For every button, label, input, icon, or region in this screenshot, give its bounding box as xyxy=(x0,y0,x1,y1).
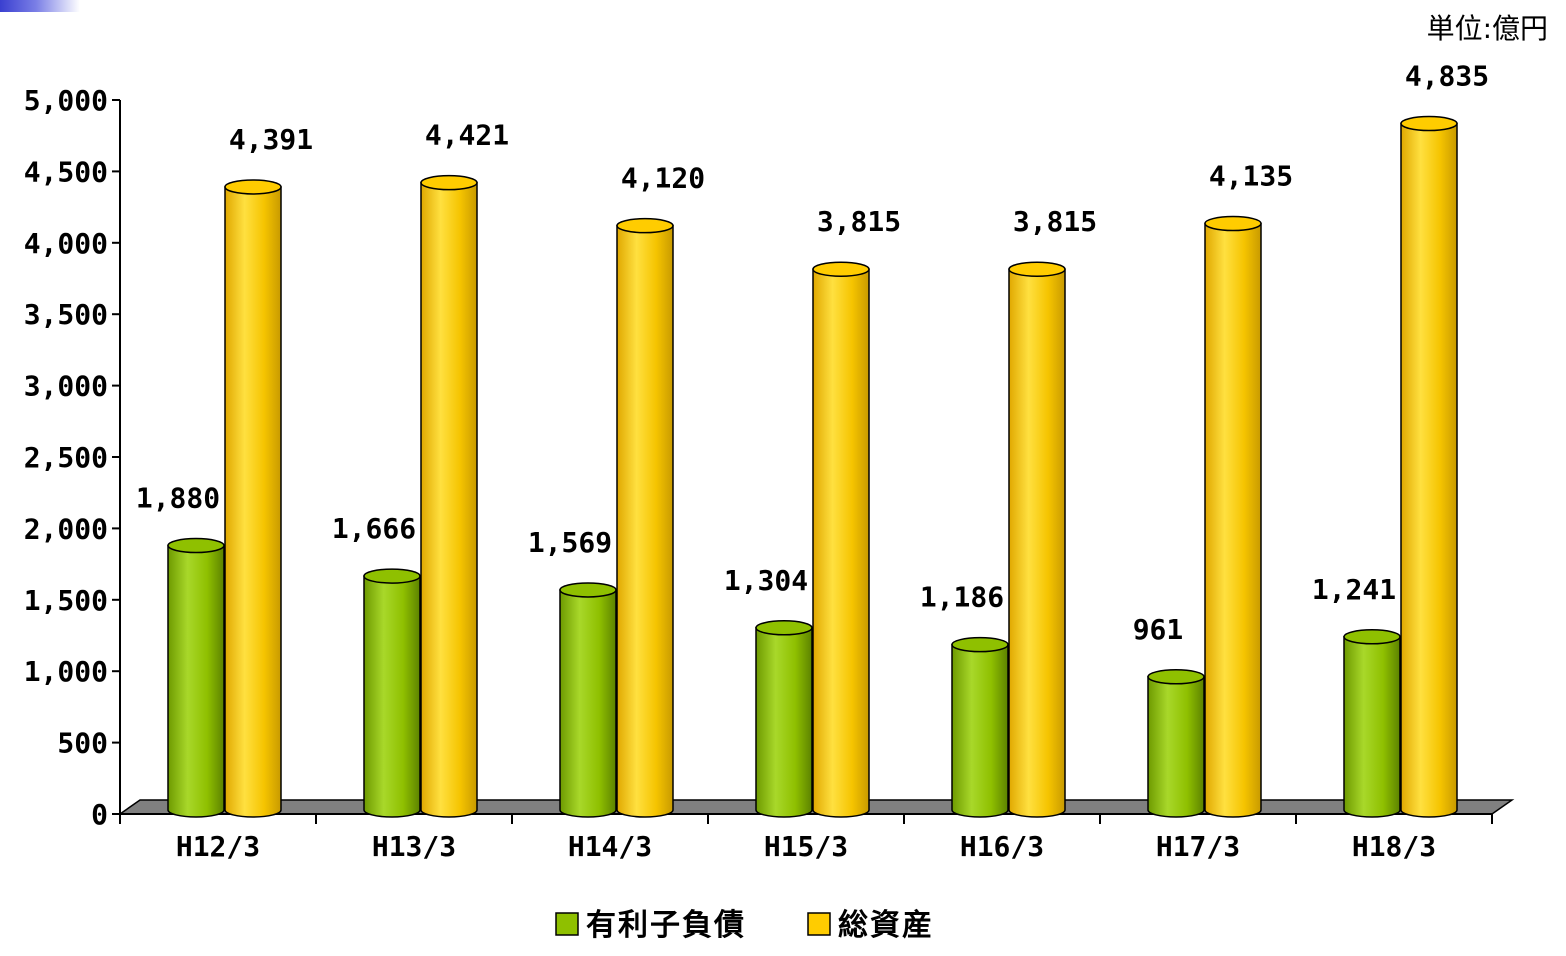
bar-assets xyxy=(616,217,674,818)
bar-debt xyxy=(951,636,1009,818)
data-label-assets: 4,120 xyxy=(621,162,705,195)
x-tick-label: H16/3 xyxy=(960,830,1044,863)
legend-swatch xyxy=(807,912,831,936)
y-tick-label: 3,000 xyxy=(24,370,108,403)
bar-debt-top xyxy=(167,537,225,554)
x-tick-label: H14/3 xyxy=(568,830,652,863)
bar-assets xyxy=(224,179,282,818)
bar-debt-body xyxy=(559,589,617,818)
data-label-assets: 4,835 xyxy=(1405,60,1489,93)
bar-debt-top xyxy=(951,636,1009,653)
x-tick-label: H18/3 xyxy=(1352,830,1436,863)
data-label-debt: 1,666 xyxy=(332,512,416,545)
legend-label: 有利子負債 xyxy=(586,908,746,943)
data-label-debt: 1,880 xyxy=(136,482,220,515)
y-tick-label: 1,000 xyxy=(24,655,108,688)
bar-assets-top xyxy=(812,261,870,277)
bar-assets-top xyxy=(1008,261,1066,277)
bar-debt-top xyxy=(1343,629,1401,645)
bar-assets-top xyxy=(1400,115,1458,132)
data-label-debt: 1,304 xyxy=(724,564,808,597)
data-label-assets: 3,815 xyxy=(817,205,901,238)
bar-debt-top xyxy=(559,582,617,598)
bar-debt xyxy=(167,537,225,818)
bar-assets xyxy=(1008,261,1066,818)
x-tick-label: H17/3 xyxy=(1156,830,1240,863)
y-tick-label: 5,000 xyxy=(24,84,108,117)
bar-assets-top xyxy=(616,217,674,234)
legend: 有利子負債 総資産 xyxy=(555,908,934,943)
bar-debt xyxy=(559,582,617,818)
data-label-assets: 4,391 xyxy=(229,123,313,156)
bar-debt-body xyxy=(755,627,813,818)
x-tick-label: H13/3 xyxy=(372,830,456,863)
bar-assets xyxy=(420,174,478,818)
y-tick-label: 3,500 xyxy=(24,298,108,331)
bar-assets xyxy=(1204,215,1262,818)
x-tick-label: H12/3 xyxy=(176,830,260,863)
bar-debt-top xyxy=(1147,669,1205,685)
y-tick-label: 4,500 xyxy=(24,155,108,188)
legend-swatch xyxy=(555,912,579,936)
y-tick-label: 2,000 xyxy=(24,512,108,545)
bar-assets-body xyxy=(1400,122,1458,818)
unit-label: 単位:億円 xyxy=(1427,12,1548,45)
bar-assets xyxy=(812,261,870,818)
bar-debt-body xyxy=(1343,636,1401,818)
bar-debt xyxy=(1147,669,1205,818)
bar-debt xyxy=(363,568,421,818)
bar-assets-body xyxy=(616,224,674,818)
bar-debt-body xyxy=(363,575,421,818)
bar-assets-body xyxy=(224,186,282,818)
bar-assets-body xyxy=(420,181,478,818)
bar-assets xyxy=(1400,115,1458,818)
slide-corner-gradient xyxy=(0,0,80,12)
bar-debt xyxy=(1343,629,1401,818)
x-tick-label: H15/3 xyxy=(764,830,848,863)
y-tick-label: 0 xyxy=(91,798,108,831)
bar-assets-top xyxy=(420,174,478,191)
data-label-debt: 1,241 xyxy=(1312,573,1396,606)
data-label-debt: 961 xyxy=(1133,613,1184,646)
bar-assets-top xyxy=(1204,215,1262,232)
bar-assets-top xyxy=(224,179,282,195)
bar-assets-body xyxy=(1008,268,1066,818)
bar-debt-body xyxy=(167,544,225,818)
bar-assets-body xyxy=(1204,222,1262,818)
y-tick-label: 1,500 xyxy=(24,584,108,617)
data-label-assets: 4,135 xyxy=(1209,160,1293,193)
data-label-assets: 4,421 xyxy=(425,119,509,152)
y-tick-label: 500 xyxy=(57,727,108,760)
bar-assets-body xyxy=(812,268,870,818)
y-tick-label: 4,000 xyxy=(24,227,108,260)
y-tick-label: 2,500 xyxy=(24,441,108,474)
bar-debt-body xyxy=(951,643,1009,818)
data-label-debt: 1,186 xyxy=(920,581,1004,614)
data-label-debt: 1,569 xyxy=(528,526,612,559)
bar-debt xyxy=(755,620,813,818)
data-label-assets: 3,815 xyxy=(1013,205,1097,238)
bar-debt-top xyxy=(755,620,813,636)
legend-label: 総資産 xyxy=(838,908,934,943)
bar-debt-top xyxy=(363,568,421,584)
bar-debt-body xyxy=(1147,676,1205,818)
